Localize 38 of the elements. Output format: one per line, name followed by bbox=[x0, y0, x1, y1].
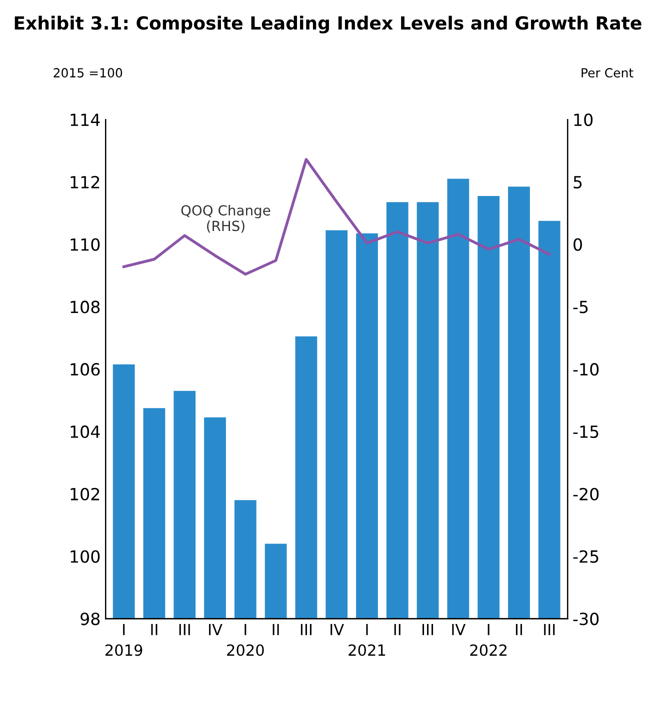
y2-tick-label: -30 bbox=[573, 612, 599, 626]
y2-tick-label: -20 bbox=[573, 488, 599, 500]
y-tick-label: 112 bbox=[70, 176, 100, 188]
y2-tick-label: -25 bbox=[573, 550, 598, 563]
y-tick-label: 102 bbox=[70, 488, 100, 500]
x-tick-label: III bbox=[422, 624, 434, 636]
x-tick-label: I 2021 bbox=[348, 624, 386, 656]
x-tick-label: IV bbox=[209, 624, 222, 636]
x-tick-label: III bbox=[179, 624, 190, 636]
y2-tick-label: -5 bbox=[573, 300, 588, 314]
x-tick-label: II bbox=[394, 624, 400, 636]
x-tick-label: III bbox=[300, 624, 312, 636]
annotation: QOQ Change (RHS) bbox=[181, 204, 270, 233]
y2-axis-title: Per Cent bbox=[582, 68, 634, 78]
x-tick-label: II bbox=[151, 624, 158, 636]
x-tick-label: II bbox=[272, 624, 279, 636]
x-tick-label: IV bbox=[330, 624, 344, 636]
y2-tick-label: 5 bbox=[574, 176, 582, 188]
x-tick-label: I 2019 bbox=[106, 624, 142, 656]
y-tick-label: 98 bbox=[80, 612, 100, 626]
y-axis-title: 2015 =100 bbox=[54, 68, 122, 78]
y2-tick-label: 0 bbox=[574, 238, 582, 251]
x-tick-label: IV bbox=[452, 624, 466, 636]
y2-tick-label: -10 bbox=[573, 363, 599, 376]
x-tick-label: I 2022 bbox=[470, 624, 506, 656]
y-tick-label: 108 bbox=[70, 300, 100, 314]
y-tick-label: 100 bbox=[70, 550, 100, 563]
x-tick-label: I 2020 bbox=[227, 624, 264, 656]
y-tick-label: 104 bbox=[70, 425, 100, 438]
y-tick-label: 106 bbox=[70, 363, 100, 376]
chart-title: Exhibit 3.1: Composite Leading Index Levels and Growth Rate bbox=[14, 16, 642, 34]
y2-tick-label: 10 bbox=[574, 113, 593, 126]
x-tick-label: II bbox=[516, 624, 522, 636]
x-tick-label: III bbox=[544, 624, 555, 636]
y-tick-label: 110 bbox=[70, 238, 100, 251]
y2-tick-label: -15 bbox=[573, 426, 598, 438]
y-tick-label: 114 bbox=[70, 114, 100, 126]
line-series bbox=[122, 158, 551, 276]
